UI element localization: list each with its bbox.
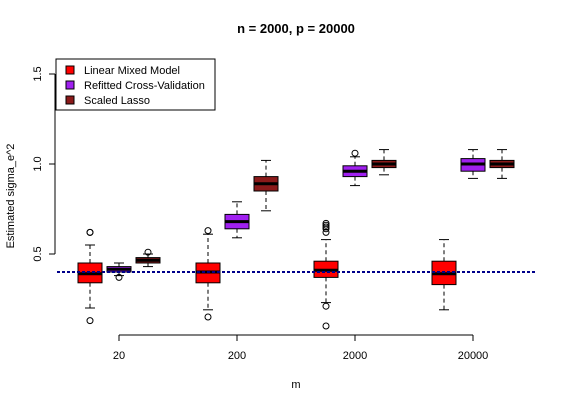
box [77,228,103,325]
box [371,149,397,176]
x-tick-label: 200 [228,350,246,362]
legend-swatch [65,95,75,105]
box [313,219,339,330]
y-tick-label: 1.5 [32,66,44,81]
box [224,201,250,239]
x-tick-label: 20000 [458,350,489,362]
x-tick-label: 2000 [343,350,367,362]
legend-label: Scaled Lasso [84,95,150,107]
box [489,149,515,179]
box [135,248,161,268]
outlier-point [204,313,212,321]
outlier-point [322,228,330,236]
plot-area: 0.5 1.0 1.5 20 200 2000 20000 [32,66,535,362]
outlier-point [322,225,330,233]
y-tick-label: 1.0 [32,156,44,171]
box [460,149,486,179]
outlier-point [115,273,123,281]
box [253,159,279,212]
legend: Linear Mixed Model Refitted Cross-Validat… [55,58,216,111]
legend-swatch [65,65,75,75]
outlier-point [144,248,152,256]
legend-swatch [65,80,75,90]
outlier-point [86,317,94,325]
box [195,227,221,321]
box [342,149,368,187]
outlier-point [322,322,330,330]
x-axis-label: m [291,379,300,391]
outlier-point [322,302,330,310]
outlier-point [351,149,359,157]
y-axis-label: Estimated sigma_e^2 [5,144,17,249]
y-tick-label: 0.5 [32,246,44,261]
legend-box [55,58,216,111]
x-tick-label: 20 [113,350,125,362]
outlier-point [86,228,94,236]
outlier-point [204,227,212,235]
chart-title: n = 2000, p = 20000 [237,21,355,36]
legend-label: Linear Mixed Model [84,65,180,77]
legend-label: Refitted Cross-Validation [84,80,205,92]
box [431,239,457,311]
